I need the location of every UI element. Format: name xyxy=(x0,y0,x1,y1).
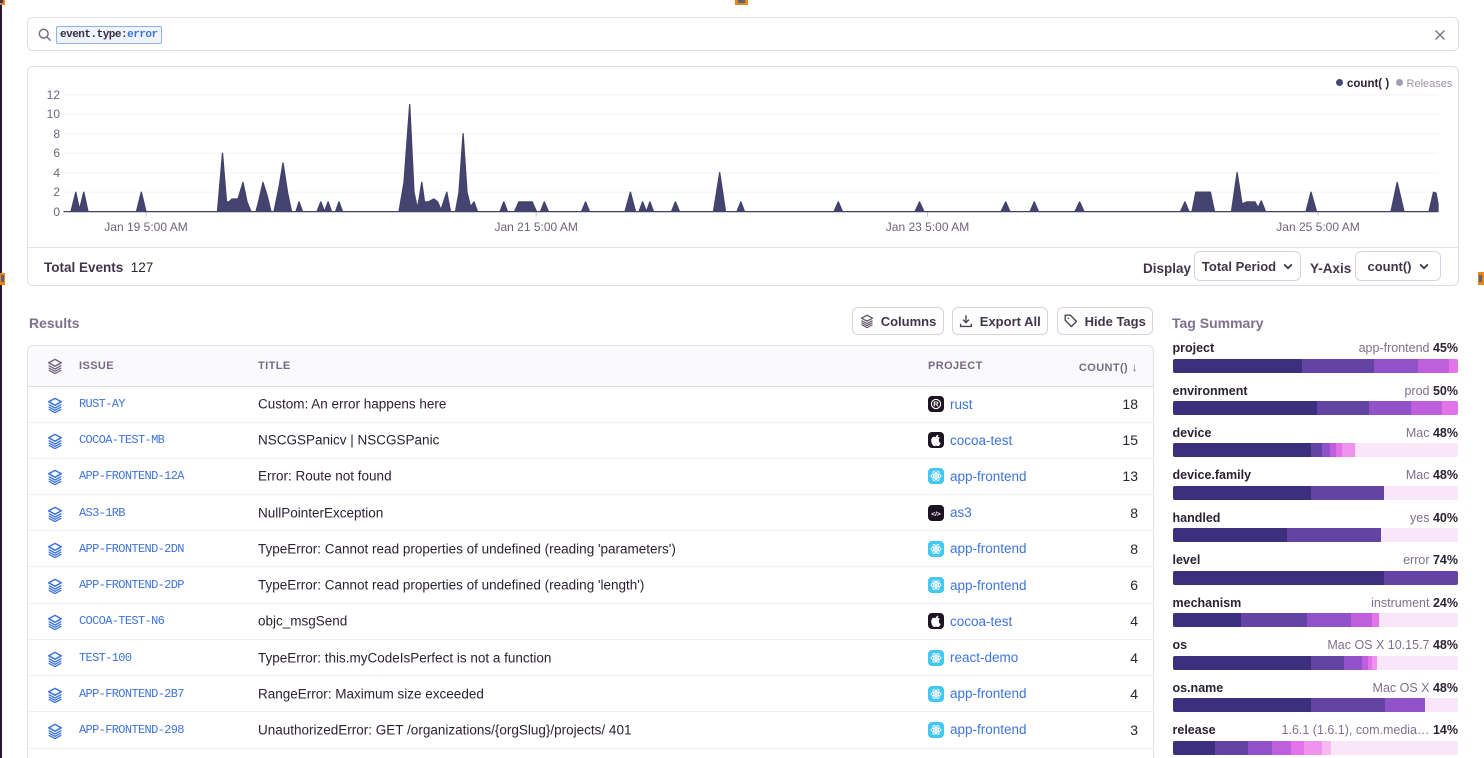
svg-text:</>: </> xyxy=(931,510,941,517)
svg-text:R: R xyxy=(933,400,939,409)
